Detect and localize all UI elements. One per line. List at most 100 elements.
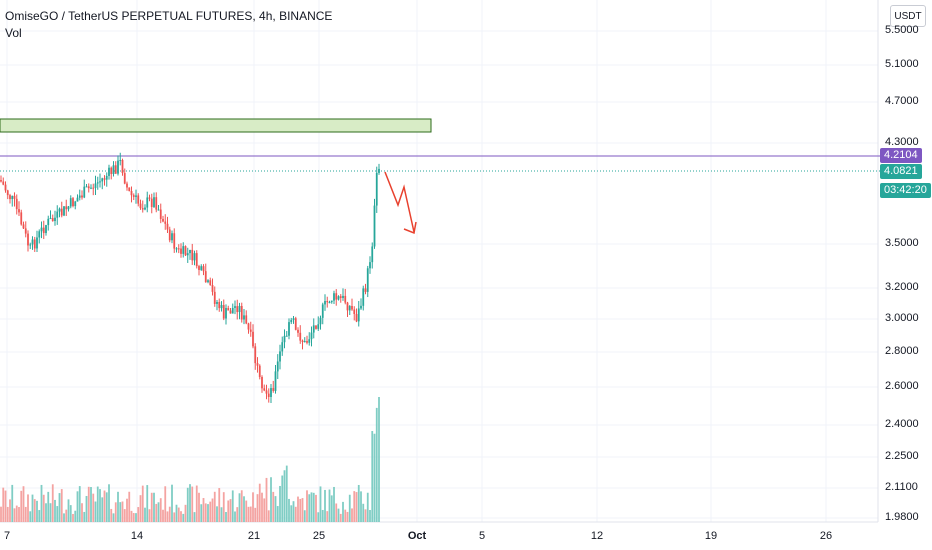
volume-bar	[119, 502, 122, 522]
candle-body	[11, 195, 14, 200]
candle-body	[362, 288, 365, 306]
volume-bar	[137, 507, 140, 522]
volume-bar	[60, 489, 63, 522]
volume-bar	[200, 504, 203, 522]
volume-bar	[150, 492, 153, 522]
volume-bar	[234, 511, 236, 522]
candle-body	[308, 339, 311, 343]
candle-body	[148, 197, 151, 199]
volume-bar	[166, 511, 169, 522]
candle-body	[333, 293, 335, 301]
candle-body	[130, 190, 133, 196]
volume-bar	[103, 490, 106, 522]
candle-body	[263, 388, 266, 391]
candle-body	[65, 206, 68, 210]
volume-bar	[225, 511, 227, 522]
candle-body	[6, 190, 9, 196]
candle-body	[198, 266, 200, 270]
candle-body	[67, 206, 70, 210]
candle-body	[36, 237, 38, 249]
candle-body	[339, 296, 342, 299]
volume-bar	[76, 491, 79, 522]
volume-bar	[317, 512, 320, 522]
volume-bar	[67, 499, 70, 522]
volume-bar	[364, 509, 367, 522]
projection-arrowhead	[403, 221, 417, 235]
volume-bar	[171, 484, 173, 522]
currency-selector[interactable]: USDT	[890, 5, 926, 27]
volume-bar	[211, 498, 214, 522]
candle-body	[132, 195, 135, 197]
volume-bar	[130, 510, 133, 522]
candle-body	[153, 197, 155, 207]
volume-bar	[78, 486, 81, 522]
volume-bar	[281, 475, 284, 522]
candle-body	[299, 332, 302, 341]
candle-body	[72, 198, 74, 207]
candle-body	[312, 325, 315, 333]
volume-bar	[357, 484, 360, 522]
volume-bar	[117, 491, 119, 522]
volume-bar	[177, 507, 180, 522]
volume-bar	[101, 497, 104, 522]
volume-bar	[148, 509, 151, 522]
volume-bar	[108, 484, 110, 522]
candle-body	[357, 308, 360, 322]
date-tick: 5	[478, 530, 486, 542]
volume-bar	[38, 510, 41, 522]
volume-indicator-label[interactable]: Vol	[5, 26, 22, 40]
candle-body	[137, 195, 140, 204]
volume-bar	[258, 483, 261, 522]
volume-bar	[337, 508, 340, 522]
volume-bar	[353, 491, 356, 522]
candle-body	[222, 305, 225, 319]
price-tick: 1.9800	[885, 511, 919, 523]
volume-bar	[96, 486, 99, 522]
candle-body	[355, 314, 358, 322]
volume-bar	[328, 489, 331, 522]
candle-body	[326, 301, 329, 303]
candle-body	[112, 165, 115, 174]
volume-bar	[290, 505, 293, 522]
candle-body	[177, 248, 180, 250]
candle-body	[155, 197, 158, 210]
candle-body	[114, 165, 117, 174]
candle-body	[94, 183, 97, 188]
candle-body	[373, 205, 376, 247]
candle-body	[60, 208, 63, 216]
candle-body	[337, 296, 340, 300]
volume-bar	[207, 504, 209, 522]
candle-body	[348, 305, 351, 311]
candle-body	[247, 323, 250, 330]
candle-body	[92, 187, 95, 189]
candle-body	[135, 195, 137, 197]
volume-bar	[184, 504, 187, 522]
candle-body	[207, 280, 209, 283]
volume-bar	[310, 492, 313, 522]
volume-bar	[74, 510, 77, 522]
candle-body	[128, 187, 131, 191]
candle-body	[292, 318, 295, 320]
candle-body	[186, 253, 189, 256]
volume-bar	[240, 490, 243, 522]
candle-body	[58, 208, 61, 212]
volume-bar	[15, 505, 18, 522]
candle-body	[216, 302, 218, 304]
candle-body	[200, 266, 203, 270]
candle-body	[261, 377, 263, 389]
volume-bar	[321, 509, 324, 522]
volume-bar	[29, 511, 32, 522]
volume-bar	[90, 487, 92, 522]
volume-bar	[263, 498, 266, 522]
volume-bar	[204, 503, 207, 522]
chart-title: OmiseGO / TetherUS PERPETUAL FUTURES, 4h…	[5, 9, 333, 23]
volume-bar	[292, 501, 295, 522]
candle-body	[90, 187, 92, 189]
date-tick: Oct	[407, 530, 427, 542]
candle-body	[254, 346, 257, 364]
volume-bar	[227, 500, 230, 522]
candle-body	[81, 195, 83, 198]
candle-body	[234, 306, 236, 308]
candle-body	[369, 262, 371, 269]
